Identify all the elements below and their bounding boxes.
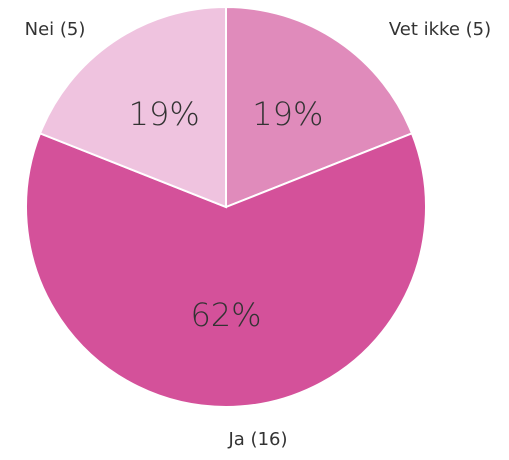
pie-slice bbox=[225, 5, 414, 209]
slice-percent: 19% bbox=[252, 95, 323, 133]
slice-label: Nei (5) bbox=[25, 19, 86, 40]
slice-label: Vet ikke (5) bbox=[389, 19, 491, 40]
slice-percent: 19% bbox=[129, 95, 200, 133]
pie-slice bbox=[38, 5, 227, 209]
pie-slice bbox=[25, 132, 427, 408]
slice-label: Ja (16) bbox=[227, 429, 287, 450]
slice-percent: 62% bbox=[190, 296, 261, 334]
